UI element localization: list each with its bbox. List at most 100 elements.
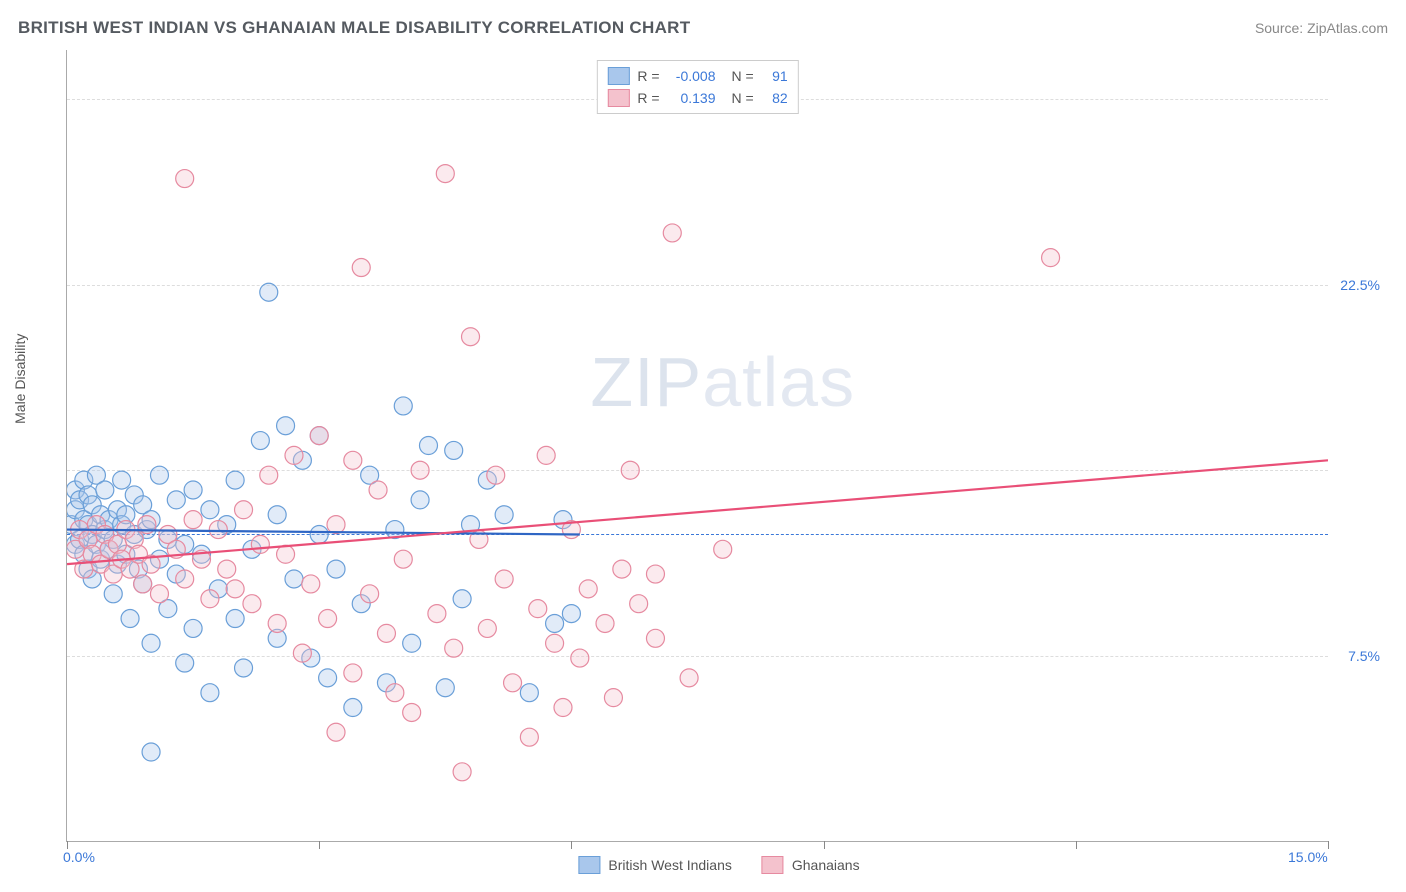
data-point xyxy=(487,466,505,484)
data-point xyxy=(268,506,286,524)
data-point xyxy=(96,481,114,499)
data-point xyxy=(310,427,328,445)
x-tick xyxy=(1328,841,1329,849)
data-point xyxy=(226,580,244,598)
data-point xyxy=(251,535,269,553)
data-point xyxy=(218,560,236,578)
data-point xyxy=(235,659,253,677)
legend-swatch-gha-bottom xyxy=(762,856,784,874)
header: BRITISH WEST INDIAN VS GHANAIAN MALE DIS… xyxy=(18,18,1388,38)
data-point xyxy=(260,283,278,301)
data-point xyxy=(596,614,614,632)
legend-swatch-bwi-bottom xyxy=(578,856,600,874)
data-point xyxy=(663,224,681,242)
data-point xyxy=(504,674,522,692)
data-point xyxy=(436,165,454,183)
data-point xyxy=(621,461,639,479)
data-point xyxy=(680,669,698,687)
data-point xyxy=(134,575,152,593)
data-point xyxy=(546,634,564,652)
x-tick xyxy=(67,841,68,849)
data-point xyxy=(251,432,269,450)
data-point xyxy=(394,397,412,415)
data-point xyxy=(176,170,194,188)
data-point xyxy=(613,560,631,578)
chart-title: BRITISH WEST INDIAN VS GHANAIAN MALE DIS… xyxy=(18,18,690,38)
data-point xyxy=(268,614,286,632)
legend-correlation: R = -0.008 N = 91 R = 0.139 N = 82 xyxy=(596,60,798,114)
data-point xyxy=(714,540,732,558)
data-point xyxy=(277,545,295,563)
data-point xyxy=(445,639,463,657)
x-tick xyxy=(824,841,825,849)
data-point xyxy=(243,595,261,613)
data-point xyxy=(150,466,168,484)
data-point xyxy=(352,259,370,277)
data-point xyxy=(495,506,513,524)
data-point xyxy=(520,728,538,746)
data-point xyxy=(529,600,547,618)
data-point xyxy=(386,684,404,702)
data-point xyxy=(285,570,303,588)
x-tick-label: 0.0% xyxy=(63,849,95,865)
data-point xyxy=(201,684,219,702)
data-point xyxy=(327,516,345,534)
data-point xyxy=(176,570,194,588)
data-point xyxy=(1042,249,1060,267)
data-point xyxy=(562,605,580,623)
data-point xyxy=(604,689,622,707)
data-point xyxy=(277,417,295,435)
chart-container: Male Disability ZIPatlas R = -0.008 N = … xyxy=(50,50,1388,872)
data-point xyxy=(201,590,219,608)
data-point xyxy=(285,446,303,464)
data-point xyxy=(184,481,202,499)
legend-swatch-gha xyxy=(607,89,629,107)
legend-item-bwi: British West Indians xyxy=(578,856,731,874)
plot-svg xyxy=(67,50,1328,841)
data-point xyxy=(302,575,320,593)
data-point xyxy=(167,491,185,509)
data-point xyxy=(546,614,564,632)
data-point xyxy=(571,649,589,667)
data-point xyxy=(201,501,219,519)
data-point xyxy=(436,679,454,697)
data-point xyxy=(184,511,202,529)
x-tick xyxy=(319,841,320,849)
data-point xyxy=(121,610,139,628)
data-point xyxy=(344,664,362,682)
data-point xyxy=(113,471,131,489)
data-point xyxy=(579,580,597,598)
data-point xyxy=(419,437,437,455)
data-point xyxy=(327,723,345,741)
trend-line xyxy=(67,460,1328,564)
y-tick-label: 22.5% xyxy=(1340,277,1380,293)
data-point xyxy=(495,570,513,588)
y-axis-label: Male Disability xyxy=(12,334,28,424)
data-point xyxy=(646,565,664,583)
data-point xyxy=(319,610,337,628)
data-point xyxy=(537,446,555,464)
legend-series: British West Indians Ghanaians xyxy=(568,856,869,874)
x-tick-label: 15.0% xyxy=(1288,849,1328,865)
data-point xyxy=(327,560,345,578)
data-point xyxy=(453,590,471,608)
data-point xyxy=(142,743,160,761)
data-point xyxy=(226,471,244,489)
data-point xyxy=(630,595,648,613)
legend-item-gha: Ghanaians xyxy=(762,856,860,874)
legend-swatch-bwi xyxy=(607,67,629,85)
data-point xyxy=(104,585,122,603)
legend-row-bwi: R = -0.008 N = 91 xyxy=(607,65,787,87)
data-point xyxy=(646,629,664,647)
data-point xyxy=(411,461,429,479)
data-point xyxy=(377,624,395,642)
data-point xyxy=(478,619,496,637)
legend-row-gha: R = 0.139 N = 82 xyxy=(607,87,787,109)
data-point xyxy=(184,619,202,637)
data-point xyxy=(462,328,480,346)
data-point xyxy=(445,441,463,459)
data-point xyxy=(403,634,421,652)
source-label: Source: ZipAtlas.com xyxy=(1255,20,1388,36)
data-point xyxy=(520,684,538,702)
data-point xyxy=(176,654,194,672)
